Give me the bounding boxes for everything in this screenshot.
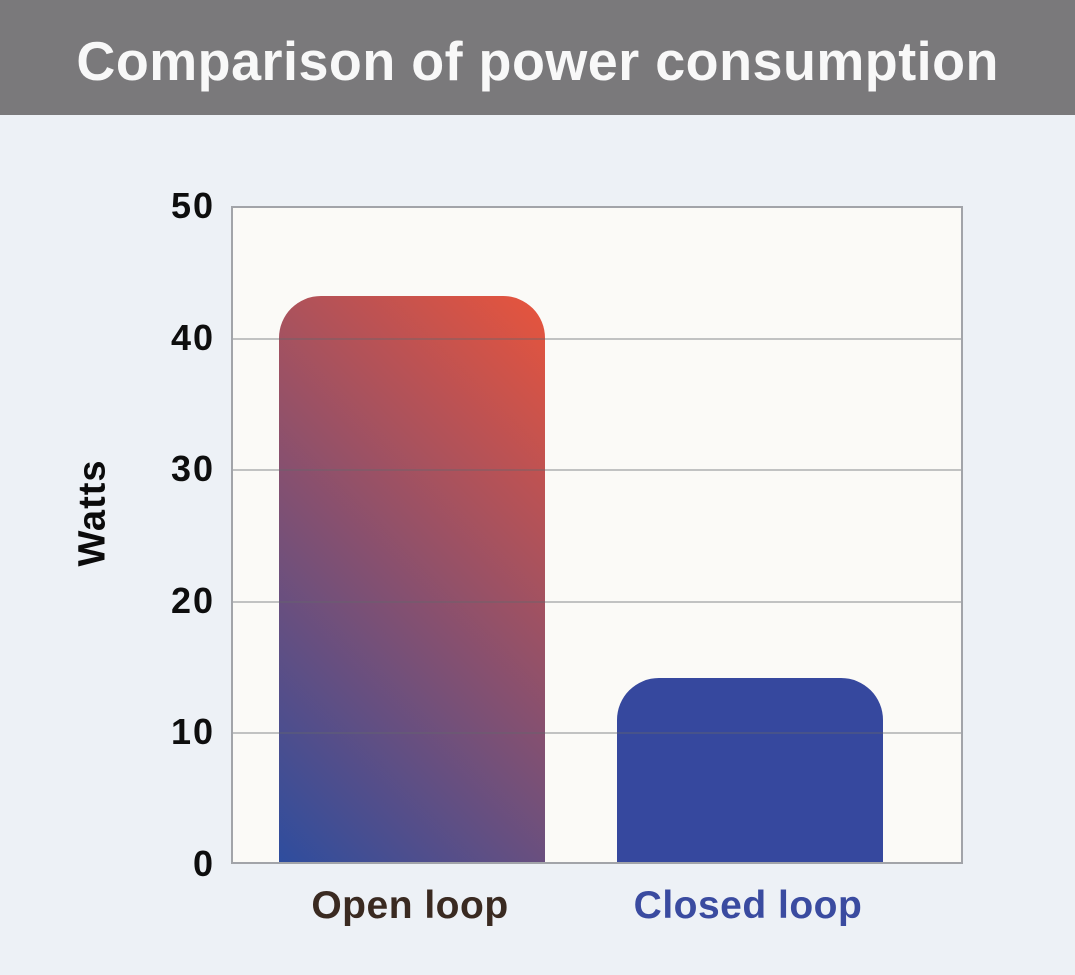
y-tick-label-20: 20 [170, 580, 215, 621]
x-category-label-open-loop: Open loop [311, 884, 509, 927]
y-tick-label-0: 0 [192, 843, 215, 884]
bar-closed-loop [617, 678, 883, 862]
gridline-40 [233, 338, 961, 340]
y-tick-label-50: 50 [170, 185, 215, 226]
y-tick-label-10: 10 [170, 711, 215, 752]
x-category-label-closed-loop: Closed loop [633, 884, 863, 927]
y-axis-title: Watts [71, 459, 114, 567]
y-tick-label-30: 30 [170, 448, 215, 489]
gridline-30 [233, 469, 961, 471]
header-bar: Comparison of power consumption [0, 0, 1075, 115]
y-tick-label-40: 40 [170, 317, 215, 358]
gridline-10 [233, 732, 961, 734]
chart-title: Comparison of power consumption [76, 29, 999, 92]
gridline-20 [233, 601, 961, 603]
bar-open-loop [279, 296, 545, 862]
plot-area [231, 206, 963, 864]
